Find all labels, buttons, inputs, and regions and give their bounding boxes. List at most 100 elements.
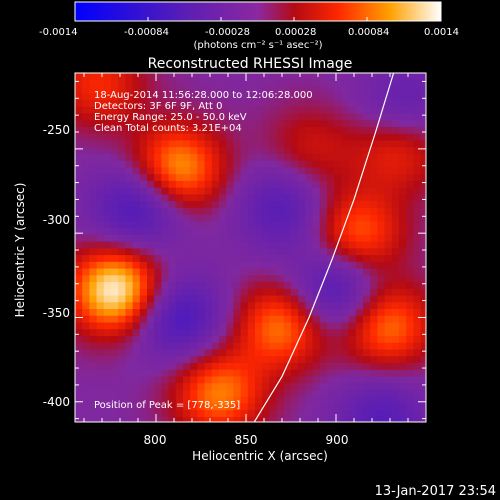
heatmap-cell (211, 147, 220, 155)
heatmap-cell (89, 383, 98, 391)
heatmap-cell (168, 268, 177, 276)
heatmap-cell (370, 234, 378, 243)
heatmap-cell (233, 389, 242, 398)
heatmap-cell (240, 356, 249, 364)
heatmap-cell (96, 221, 105, 229)
heatmap-cell (420, 73, 426, 81)
heatmap-cell (89, 234, 98, 243)
heatmap-cell (312, 268, 321, 276)
heatmap-cell (327, 275, 335, 283)
heatmap-cell (420, 288, 426, 297)
heatmap-cell (420, 207, 426, 216)
heatmap-cell (125, 120, 134, 128)
heatmap-cell (197, 113, 206, 121)
heatmap-cell (247, 268, 256, 276)
heatmap-cell (75, 133, 83, 142)
heatmap-cell (363, 295, 371, 303)
heatmap-cell (89, 174, 98, 182)
heatmap-cell (82, 248, 90, 256)
heatmap-cell (89, 396, 98, 405)
heatmap-cell (125, 329, 134, 337)
heatmap-cell (132, 140, 141, 148)
heatmap-cell (89, 99, 98, 108)
heatmap-cell (341, 221, 350, 229)
heatmap-cell (247, 362, 256, 371)
heatmap-cell (341, 403, 350, 411)
heatmap-cell (276, 295, 285, 303)
heatmap-cell (226, 376, 234, 384)
heatmap-cell (132, 214, 141, 222)
heatmap-cell (118, 187, 126, 195)
heatmap-cell (175, 126, 184, 135)
heatmap-cell (219, 322, 227, 330)
heatmap-cell (233, 315, 242, 324)
heatmap-cell (204, 174, 213, 182)
heatmap-cell (190, 403, 198, 411)
heatmap-cell (125, 295, 134, 303)
heatmap-cell (226, 106, 234, 115)
heatmap-cell (190, 86, 198, 94)
heatmap-cell (291, 309, 299, 317)
heatmap-cell (298, 207, 306, 216)
heatmap-cell (334, 410, 342, 418)
heatmap-cell (348, 73, 357, 81)
heatmap-cell (391, 86, 400, 94)
heatmap-cell (154, 342, 162, 351)
heatmap-cell (204, 106, 213, 115)
heatmap-cell (413, 322, 422, 330)
heatmap-cell (247, 167, 256, 175)
heatmap-cell (240, 275, 249, 283)
heatmap-cell (298, 295, 306, 303)
heatmap-cell (132, 248, 141, 256)
heatmap-cell (75, 315, 83, 324)
heatmap-cell (262, 362, 270, 371)
heatmap-cell (348, 106, 357, 115)
heatmap-cell (226, 201, 234, 209)
heatmap-cell (204, 349, 213, 357)
heatmap-cell (147, 194, 155, 202)
heatmap-cell (190, 396, 198, 405)
heatmap-cell (399, 248, 407, 256)
heatmap-cell (327, 73, 335, 81)
heatmap-cell (348, 410, 357, 418)
heatmap-cell (96, 362, 105, 371)
heatmap-cell (420, 140, 426, 148)
heatmap-cell (363, 396, 371, 405)
heatmap-cell (334, 329, 342, 337)
heatmap-cell (276, 140, 285, 148)
heatmap-cell (319, 79, 328, 88)
heatmap-cell (75, 153, 83, 162)
heatmap-cell (327, 383, 335, 391)
heatmap-cell (111, 113, 119, 121)
heatmap-cell (219, 275, 227, 283)
heatmap-cell (298, 248, 306, 256)
heatmap-cell (125, 147, 134, 155)
heatmap-cell (420, 403, 426, 411)
heatmap-cell (240, 228, 249, 236)
heatmap-cell (391, 403, 400, 411)
heatmap-cell (391, 268, 400, 276)
heatmap-cell (240, 396, 249, 405)
heatmap-cell (413, 221, 422, 229)
heatmap-cell (125, 93, 134, 101)
heatmap-cell (377, 201, 386, 209)
heatmap-cell (276, 180, 285, 189)
heatmap-cell (204, 120, 213, 128)
heatmap-cell (298, 187, 306, 195)
heatmap-cell (255, 248, 263, 256)
heatmap-cell (161, 288, 170, 297)
heatmap-cell (103, 228, 112, 236)
heatmap-cell (111, 167, 119, 175)
heatmap-cell (420, 268, 426, 276)
heatmap-cell (319, 187, 328, 195)
heatmap-cell (305, 234, 314, 243)
heatmap-cell (334, 241, 342, 249)
heatmap-cell (391, 221, 400, 229)
heatmap-cell (298, 120, 306, 128)
heatmap-cell (183, 99, 191, 108)
heatmap-cell (240, 93, 249, 101)
heatmap-cell (341, 302, 350, 310)
heatmap-cell (413, 207, 422, 216)
heatmap-cell (341, 349, 350, 357)
heatmap-cell (240, 147, 249, 155)
